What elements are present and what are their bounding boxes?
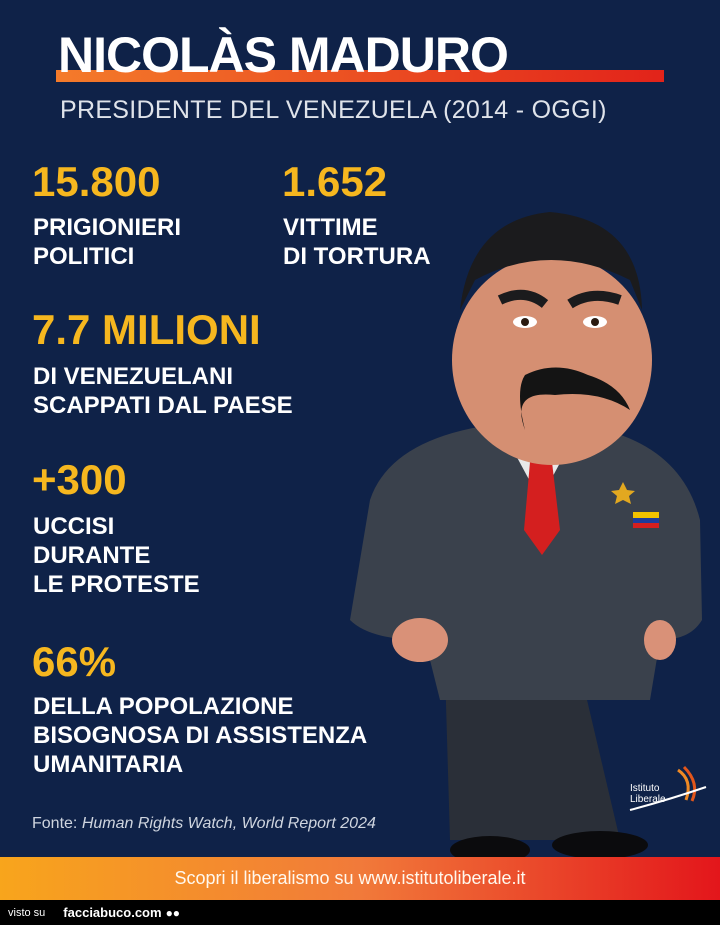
eyes-icon: ●●	[165, 905, 181, 920]
stat-value: 15.800	[32, 158, 161, 205]
stat-value: 7.7 MILIONI	[32, 306, 261, 353]
source-citation: Fonte: Human Rights Watch, World Report …	[32, 815, 376, 833]
stat-label: UCCISI DURANTE LE PROTESTE	[33, 513, 200, 598]
footer-link[interactable]: Scopri il liberalismo su www.istitutolib…	[174, 868, 526, 888]
logo-text: Istituto Liberale	[630, 783, 666, 805]
stat-value: 1.652	[282, 158, 388, 205]
footer-banner[interactable]: Scopri il liberalismo su www.istitutolib…	[0, 857, 720, 900]
stat-label: DELLA POPOLAZIONE BISOGNOSA DI ASSISTENZ…	[33, 693, 368, 778]
source-prefix: Fonte:	[32, 815, 82, 832]
title-underline	[56, 70, 664, 82]
istituto-liberale-logo	[629, 765, 707, 811]
infographic-poster: NICOLÀS MADURO PRESIDENTE DEL VENEZUELA …	[0, 0, 720, 900]
stat-label: PRIGIONIERI POLITICI	[33, 214, 182, 270]
watermark-site-link[interactable]: facciabuco.com	[63, 905, 162, 920]
watermark-bar: visto su facciabuco.com ●●	[0, 900, 720, 925]
stat-label: DI VENEZUELANI SCAPPATI DAL PAESE	[33, 363, 293, 419]
page-title: NICOLÀS MADURO	[58, 27, 509, 83]
source-text: Human Rights Watch, World Report 2024	[81, 815, 376, 832]
watermark-prefix: visto su	[8, 906, 46, 919]
stat-label: VITTIME DI TORTURA	[283, 214, 431, 270]
stat-value: 66%	[32, 638, 117, 685]
stat-value: +300	[32, 456, 127, 503]
page-subtitle: PRESIDENTE DEL VENEZUELA (2014 - OGGI)	[60, 96, 607, 124]
